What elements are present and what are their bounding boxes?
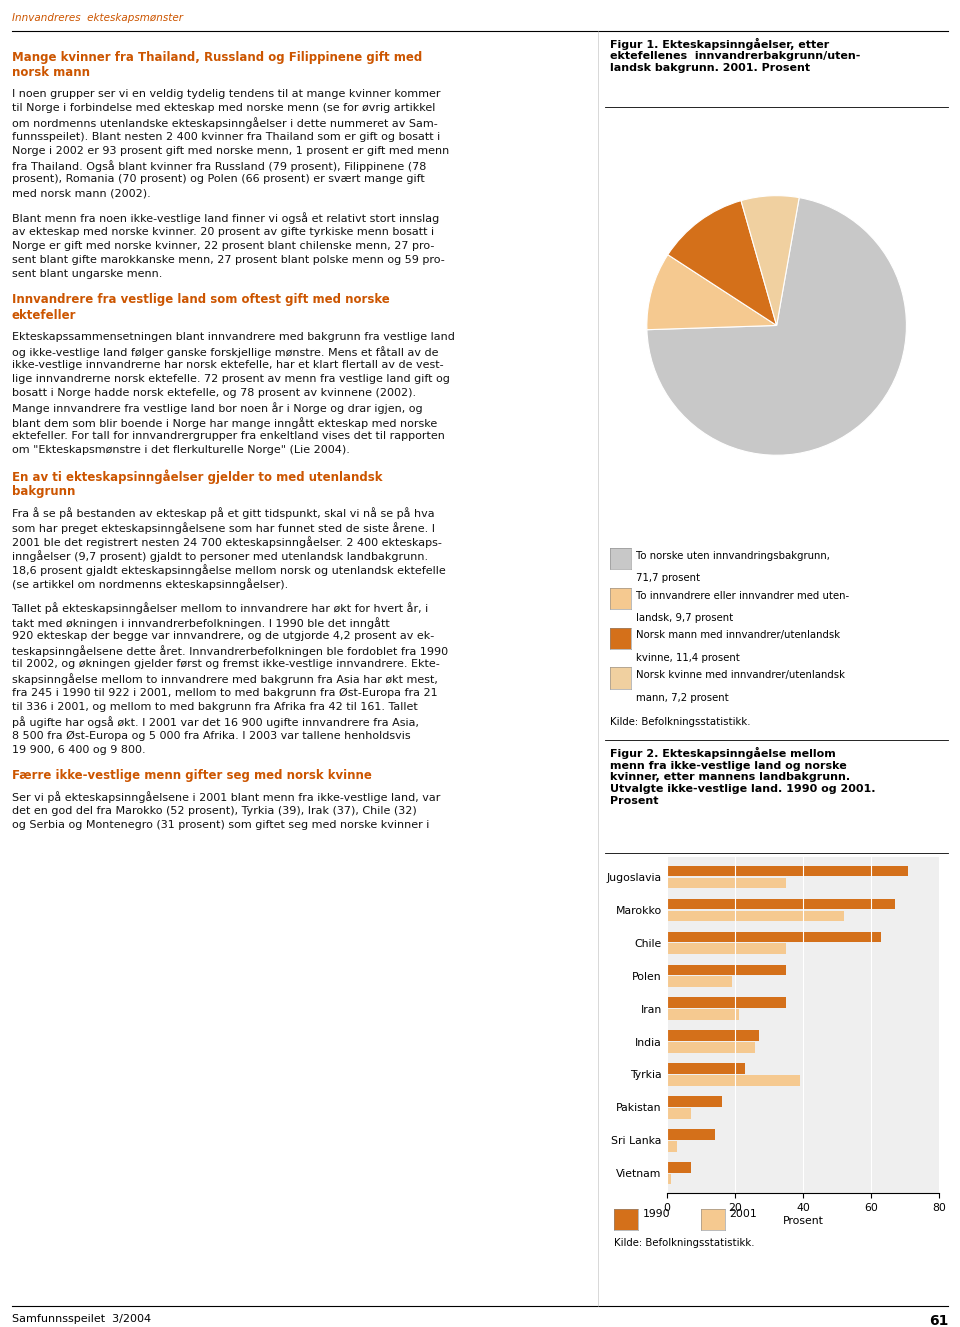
Bar	[667, 943, 786, 954]
Text: 8 500 fra Øst-Europa og 5 000 fra Afrika. I 2003 var tallene henholdsvis: 8 500 fra Øst-Europa og 5 000 fra Afrika…	[12, 730, 410, 740]
Text: Færre ikke-vestlige menn gifter seg med norsk kvinne: Færre ikke-vestlige menn gifter seg med …	[12, 768, 372, 782]
Text: og ikke-vestlige land følger ganske forskjellige mønstre. Mens et fåtall av de: og ikke-vestlige land følger ganske fors…	[12, 346, 438, 358]
Bar	[667, 1174, 671, 1185]
Text: landsk, 9,7 prosent: landsk, 9,7 prosent	[636, 613, 733, 624]
Text: Figur 2. Ekteskapsinngåelse mellom
menn fra ikke-vestlige land og norske
kvinner: Figur 2. Ekteskapsinngåelse mellom menn …	[610, 747, 876, 805]
Bar	[667, 1010, 738, 1020]
Text: Mange kvinner fra Thailand, Russland og Filippinene gift med: Mange kvinner fra Thailand, Russland og …	[12, 50, 421, 64]
Text: prosent), Romania (70 prosent) og Polen (66 prosent) er svært mange gift: prosent), Romania (70 prosent) og Polen …	[12, 174, 424, 184]
Text: sent blant gifte marokkanske menn, 27 prosent blant polske menn og 59 pro-: sent blant gifte marokkanske menn, 27 pr…	[12, 255, 444, 265]
Text: Norge i 2002 er 93 prosent gift med norske menn, 1 prosent er gift med menn: Norge i 2002 er 93 prosent gift med nors…	[12, 146, 448, 155]
Text: til 2002, og økningen gjelder først og fremst ikke-vestlige innvandrere. Ekte-: til 2002, og økningen gjelder først og f…	[12, 660, 440, 669]
Text: Fra å se på bestanden av ekteskap på et gitt tidspunkt, skal vi nå se på hva: Fra å se på bestanden av ekteskap på et …	[12, 507, 434, 519]
Bar	[667, 965, 786, 975]
Text: 920 ekteskap der begge var innvandrere, og de utgjorde 4,2 prosent av ek-: 920 ekteskap der begge var innvandrere, …	[12, 630, 434, 641]
Text: om nordmenns utenlandske ekteskapsinngåelser i dette nummeret av Sam-: om nordmenns utenlandske ekteskapsinngåe…	[12, 117, 437, 129]
Text: ektefeller. For tall for innvandrergrupper fra enkeltland vises det til rapporte: ektefeller. For tall for innvandrergrupp…	[12, 431, 444, 441]
Text: 71,7 prosent: 71,7 prosent	[636, 573, 701, 584]
Text: om "Ekteskapsmønstre i det flerkulturelle Norge" (Lie 2004).: om "Ekteskapsmønstre i det flerkulturell…	[12, 445, 349, 455]
Bar	[667, 877, 786, 888]
Text: takt med økningen i innvandrerbefolkningen. I 1990 ble det inngått: takt med økningen i innvandrerbefolkning…	[12, 617, 389, 629]
Text: fra Thailand. Også blant kvinner fra Russland (79 prosent), Filippinene (78: fra Thailand. Også blant kvinner fra Rus…	[12, 161, 426, 171]
Text: Ser vi på ekteskapsinngåelsene i 2001 blant menn fra ikke-vestlige land, var: Ser vi på ekteskapsinngåelsene i 2001 bl…	[12, 791, 440, 803]
Text: Tallet på ekteskapsinngåelser mellom to innvandrere har økt for hvert år, i: Tallet på ekteskapsinngåelser mellom to …	[12, 602, 428, 614]
Text: ektefeller: ektefeller	[12, 309, 76, 321]
Text: Kilde: Befolkningsstatistikk.: Kilde: Befolkningsstatistikk.	[610, 717, 750, 727]
Text: Blant menn fra noen ikke-vestlige land finner vi også et relativt stort innslag: Blant menn fra noen ikke-vestlige land f…	[12, 212, 439, 224]
Text: (se artikkel om nordmenns ekteskapsinngåelser).: (se artikkel om nordmenns ekteskapsinngå…	[12, 579, 288, 591]
Text: Innvandrere fra vestlige land som oftest gift med norske: Innvandrere fra vestlige land som oftest…	[12, 293, 389, 307]
Text: Figur 1. Ekteskapsinngåelser, etter
ektefellenes  innvandrerbakgrunn/uten-
lands: Figur 1. Ekteskapsinngåelser, etter ekte…	[610, 38, 860, 73]
Text: funnsspeilet). Blant nesten 2 400 kvinner fra Thailand som er gift og bosatt i: funnsspeilet). Blant nesten 2 400 kvinne…	[12, 131, 440, 142]
Text: som har preget ekteskapsinngåelsene som har funnet sted de siste årene. I: som har preget ekteskapsinngåelsene som …	[12, 522, 435, 533]
Text: 61: 61	[929, 1314, 948, 1327]
Text: kvinne, 11,4 prosent: kvinne, 11,4 prosent	[636, 653, 740, 664]
Bar	[667, 1141, 678, 1152]
Bar	[667, 932, 881, 942]
Text: skapsinngåelse mellom to innvandrere med bakgrunn fra Asia har økt mest,: skapsinngåelse mellom to innvandrere med…	[12, 674, 438, 686]
Text: 1990: 1990	[643, 1209, 671, 1220]
Text: av ekteskap med norske kvinner. 20 prosent av gifte tyrkiske menn bosatt i: av ekteskap med norske kvinner. 20 prose…	[12, 227, 434, 236]
Text: til Norge i forbindelse med ekteskap med norske menn (se for øvrig artikkel: til Norge i forbindelse med ekteskap med…	[12, 104, 435, 113]
Text: Kilde: Befolkningsstatistikk.: Kilde: Befolkningsstatistikk.	[614, 1238, 755, 1249]
Text: Norsk kvinne med innvandrer/utenlandsk: Norsk kvinne med innvandrer/utenlandsk	[636, 670, 846, 681]
Text: 19 900, 6 400 og 9 800.: 19 900, 6 400 og 9 800.	[12, 744, 145, 755]
Bar	[667, 1162, 691, 1173]
Bar	[667, 1108, 691, 1119]
Wedge shape	[647, 255, 777, 329]
Text: med norsk mann (2002).: med norsk mann (2002).	[12, 188, 151, 198]
Text: mann, 7,2 prosent: mann, 7,2 prosent	[636, 693, 730, 703]
Bar	[667, 998, 786, 1009]
Text: To norske uten innvandringsbakgrunn,: To norske uten innvandringsbakgrunn,	[636, 551, 830, 561]
Bar	[667, 1129, 715, 1140]
Text: Samfunnsspeilet  3/2004: Samfunnsspeilet 3/2004	[12, 1314, 151, 1324]
Bar	[667, 1042, 756, 1052]
Text: blant dem som blir boende i Norge har mange inngått ekteskap med norske: blant dem som blir boende i Norge har ma…	[12, 417, 437, 429]
Bar	[667, 865, 908, 876]
Text: 2001: 2001	[730, 1209, 757, 1220]
Text: 2001 ble det registrert nesten 24 700 ekteskapsinngåelser. 2 400 ekteskaps-: 2001 ble det registrert nesten 24 700 ek…	[12, 536, 442, 548]
Text: sent blant ungarske menn.: sent blant ungarske menn.	[12, 269, 162, 279]
Bar	[667, 1030, 759, 1040]
Text: Norsk mann med innvandrer/utenlandsk: Norsk mann med innvandrer/utenlandsk	[636, 630, 841, 641]
Text: bosatt i Norge hadde norsk ektefelle, og 78 prosent av kvinnene (2002).: bosatt i Norge hadde norsk ektefelle, og…	[12, 389, 416, 398]
Text: Norge er gift med norske kvinner, 22 prosent blant chilenske menn, 27 pro-: Norge er gift med norske kvinner, 22 pro…	[12, 240, 434, 251]
Text: og Serbia og Montenegro (31 prosent) som giftet seg med norske kvinner i: og Serbia og Montenegro (31 prosent) som…	[12, 820, 429, 829]
Text: Innvandreres  ekteskapsmønster: Innvandreres ekteskapsmønster	[12, 13, 182, 23]
Text: Ekteskapssammensetningen blant innvandrere med bakgrunn fra vestlige land: Ekteskapssammensetningen blant innvandre…	[12, 332, 454, 341]
Text: til 336 i 2001, og mellom to med bakgrunn fra Afrika fra 42 til 161. Tallet: til 336 i 2001, og mellom to med bakgrun…	[12, 702, 418, 713]
Bar	[667, 1063, 745, 1074]
Text: bakgrunn: bakgrunn	[12, 484, 75, 498]
Wedge shape	[647, 198, 906, 455]
Bar	[667, 1075, 800, 1085]
Text: Mange innvandrere fra vestlige land bor noen år i Norge og drar igjen, og: Mange innvandrere fra vestlige land bor …	[12, 402, 422, 414]
Text: En av ti ekteskapsinngåelser gjelder to med utenlandsk: En av ti ekteskapsinngåelser gjelder to …	[12, 470, 382, 484]
Text: lige innvandrerne norsk ektefelle. 72 prosent av menn fra vestlige land gift og: lige innvandrerne norsk ektefelle. 72 pr…	[12, 374, 449, 384]
Text: på ugifte har også økt. I 2001 var det 16 900 ugifte innvandrere fra Asia,: på ugifte har også økt. I 2001 var det 1…	[12, 717, 419, 729]
Bar	[667, 1096, 722, 1107]
Text: fra 245 i 1990 til 922 i 2001, mellom to med bakgrunn fra Øst-Europa fra 21: fra 245 i 1990 til 922 i 2001, mellom to…	[12, 687, 437, 698]
Wedge shape	[741, 195, 799, 325]
Bar	[667, 910, 844, 921]
Text: To innvandrere eller innvandrer med uten-: To innvandrere eller innvandrer med uten…	[636, 591, 850, 601]
Bar	[667, 977, 732, 987]
X-axis label: Prosent: Prosent	[782, 1217, 824, 1226]
Text: norsk mann: norsk mann	[12, 66, 89, 80]
Text: teskapsinngåelsene dette året. Innvandrerbefolkningen ble fordoblet fra 1990: teskapsinngåelsene dette året. Innvandre…	[12, 645, 447, 657]
Text: inngåelser (9,7 prosent) gjaldt to personer med utenlandsk landbakgrunn.: inngåelser (9,7 prosent) gjaldt to perso…	[12, 551, 427, 563]
Text: I noen grupper ser vi en veldig tydelig tendens til at mange kvinner kommer: I noen grupper ser vi en veldig tydelig …	[12, 89, 440, 100]
Wedge shape	[668, 200, 777, 325]
Bar	[667, 898, 895, 909]
Text: ikke-vestlige innvandrerne har norsk ektefelle, har et klart flertall av de vest: ikke-vestlige innvandrerne har norsk ekt…	[12, 360, 444, 370]
Text: 18,6 prosent gjaldt ekteskapsinngåelse mellom norsk og utenlandsk ektefelle: 18,6 prosent gjaldt ekteskapsinngåelse m…	[12, 564, 445, 576]
Text: det en god del fra Marokko (52 prosent), Tyrkia (39), Irak (37), Chile (32): det en god del fra Marokko (52 prosent),…	[12, 805, 417, 816]
